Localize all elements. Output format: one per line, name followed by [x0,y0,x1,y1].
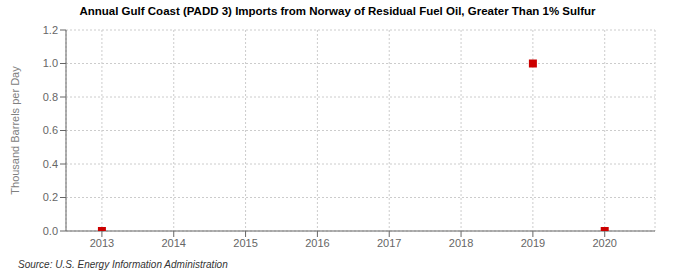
svg-text:0.4: 0.4 [43,158,58,170]
svg-text:2013: 2013 [90,237,114,249]
html-text:Annual Gulf Coast (PADD 3) Imp: Annual Gulf Coast (PADD 3) Imports from … [79,5,596,17]
svg-text:0.8: 0.8 [43,91,58,103]
svg-text:Thousand Barrels per Day: Thousand Barrels per Day [9,66,21,195]
html-text:Source: U.S. Energy Informatio: Source: U.S. Energy Information Administ… [18,259,228,270]
svg-text:1.2: 1.2 [43,24,58,36]
svg-text:2018: 2018 [449,237,473,249]
svg-text:0.6: 0.6 [43,124,58,136]
svg-text:0.2: 0.2 [43,191,58,203]
svg-text:2019: 2019 [521,237,545,249]
svg-text:2014: 2014 [162,237,186,249]
svg-text:1.0: 1.0 [43,57,58,69]
svg-text:2020: 2020 [592,237,616,249]
svg-text:2016: 2016 [305,237,329,249]
svg-text:2015: 2015 [233,237,257,249]
svg-text:0.0: 0.0 [43,225,58,237]
svg-text:2017: 2017 [377,237,401,249]
